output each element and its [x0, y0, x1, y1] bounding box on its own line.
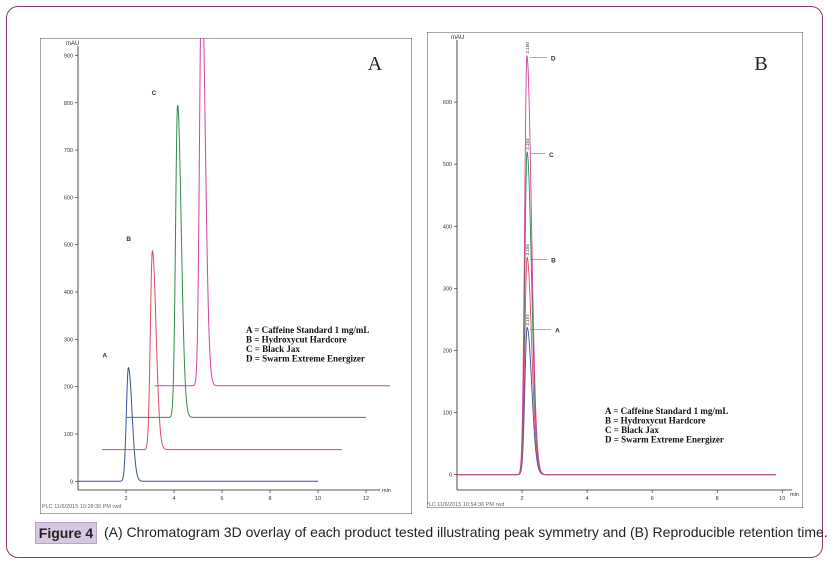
legend-entry: C = Black Jax [246, 344, 300, 354]
y-tick-label: 800 [64, 101, 73, 107]
y-tick-label: 600 [443, 100, 452, 106]
peak-label-b: B [126, 236, 131, 243]
chromatogram-panel-b: mAU 0 100 200 300 400 500 600 2 4 6 8 10 min PLC 11/6/… [427, 32, 803, 508]
y-axis-unit-label: mAU [451, 35, 464, 41]
legend-entry: B = Hydroxycut Hardcore [605, 416, 706, 426]
panel-letter: B [754, 53, 767, 75]
y-axis-unit-label: mAU [66, 41, 79, 47]
y-tick-label: 100 [443, 411, 452, 417]
y-tick-label: 300 [64, 337, 73, 343]
series-line-b [102, 249, 342, 451]
x-tick-label: 4 [586, 496, 589, 502]
y-tick-label: 200 [64, 385, 73, 391]
x-tick-label: 12 [363, 496, 369, 502]
legend-entry: B = Hydroxycut Hardcore [246, 335, 347, 345]
x-tick-label: 8 [716, 496, 719, 502]
panel-b-border [427, 32, 803, 508]
retention-time-label: 2.155 [525, 244, 530, 256]
legend-entry: A = Caffeine Standard 1 mg/mL [605, 406, 728, 416]
peak-label-c: C [152, 90, 157, 97]
panel-footer-text: PLC 11/6/2015 10:54:36 PM rwd [427, 502, 504, 508]
y-tick-label: 500 [64, 243, 73, 249]
y-tick-label: 900 [64, 53, 73, 59]
chromatogram-panel-a: mAU 0 100 200 300 400 500 600 700 800 900 2 4 6 8 10 12 m… [40, 38, 412, 514]
series-line-d [457, 55, 776, 476]
peak-label-a: A [102, 353, 107, 360]
retention-time-label: 2.154 [525, 138, 530, 150]
x-tick-label: 2 [521, 496, 524, 502]
x-tick-label: 8 [268, 496, 271, 502]
figure-label: Figure 4 [35, 522, 97, 544]
x-tick-label: 10 [315, 496, 321, 502]
legend-entry: A = Caffeine Standard 1 mg/mL [246, 325, 369, 335]
y-tick-label: 200 [443, 348, 452, 354]
panel-a-border [40, 38, 412, 514]
figure-frame [6, 6, 823, 558]
y-tick-label: 400 [443, 224, 452, 230]
panel-letter: A [368, 53, 383, 75]
y-tick-label: 500 [443, 162, 452, 168]
x-tick-label: 6 [220, 496, 223, 502]
y-tick-label: 700 [64, 148, 73, 154]
y-tick-label: 600 [64, 195, 73, 201]
series-line-c [126, 104, 366, 418]
legend-entry: C = Black Jax [605, 425, 659, 435]
x-axis-unit-label: min [790, 492, 799, 498]
figure-caption: (A) Chromatogram 3D overlay of each prod… [104, 524, 828, 540]
legend-entry: D = Swarm Extreme Energizer [605, 435, 724, 445]
x-tick-label: 6 [651, 496, 654, 502]
peak-label-b: B [551, 257, 556, 264]
peak-label-c: C [549, 152, 554, 159]
y-tick-label: 100 [64, 432, 73, 438]
y-tick-label: 0 [449, 473, 452, 479]
retention-time-label: 2.157 [525, 314, 530, 326]
panel-footer-text: PLC 11/6/2015 10:28:30 PM rwd [42, 504, 121, 510]
x-tick-label: 4 [172, 496, 175, 502]
series-line-a [78, 366, 318, 482]
y-tick-label: 300 [443, 286, 452, 292]
y-tick-label: 400 [64, 290, 73, 296]
legend-entry: D = Swarm Extreme Energizer [246, 354, 365, 364]
peak-label-d: D [551, 56, 556, 63]
x-tick-label: 2 [124, 496, 127, 502]
peak-label-a: A [555, 328, 560, 335]
x-axis-unit-label: min [382, 488, 391, 494]
series-line-d [154, 38, 390, 387]
x-tick-label: 10 [779, 496, 785, 502]
retention-time-label: 2.150 [525, 42, 530, 54]
y-tick-label: 0 [70, 479, 73, 485]
